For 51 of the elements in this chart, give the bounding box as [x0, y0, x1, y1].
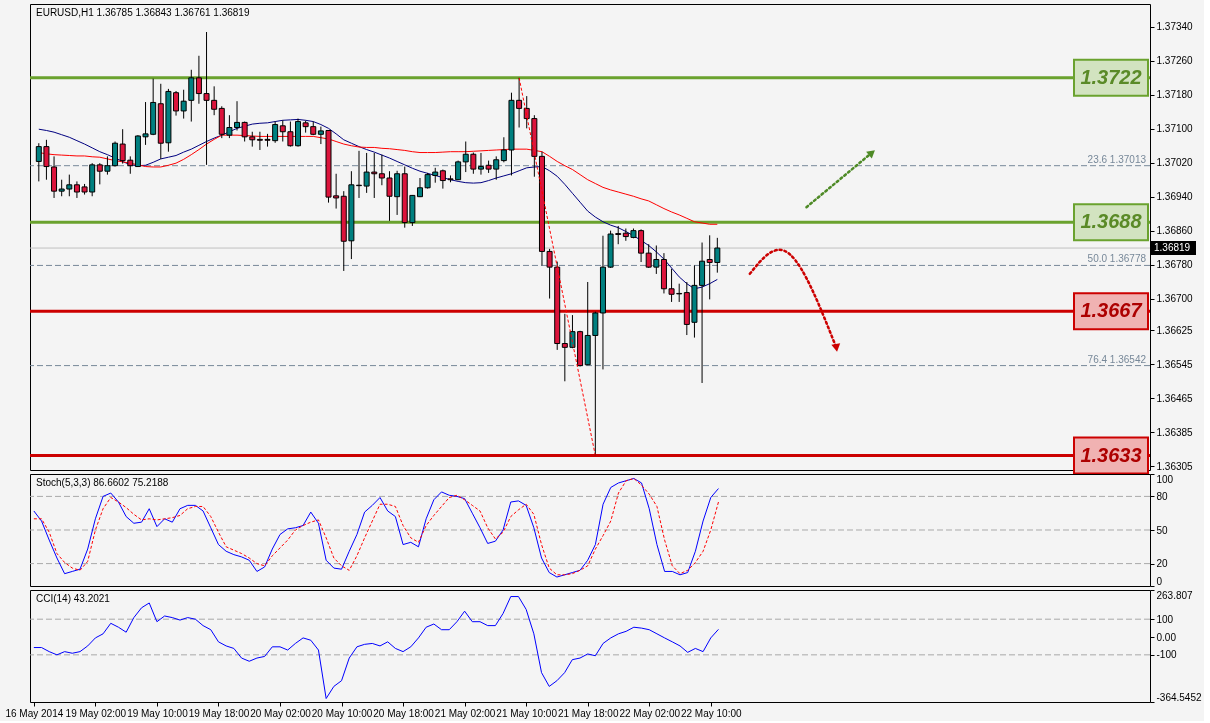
y-tick-label: 1.36780 — [1156, 259, 1194, 271]
y-tick-label: 1.37020 — [1156, 157, 1194, 169]
ref-line-label: 50.0 1.36778 — [1087, 253, 1147, 265]
ref-line-label: 1.3722 — [1080, 65, 1142, 88]
x-tick-label: 19 May 02:00 — [65, 707, 127, 719]
y-tick-label: 1.36700 — [1156, 293, 1194, 305]
y-tick-label: 50 — [1156, 524, 1169, 536]
y-tick-label: 0.00 — [1156, 631, 1177, 643]
y-tick-label: -100 — [1156, 649, 1177, 661]
y-tick-label: 100 — [1156, 473, 1174, 485]
line-series — [38, 118, 718, 290]
y-tick-label: 1.36465 — [1156, 392, 1194, 404]
y-tick-label: 1.37260 — [1156, 55, 1194, 67]
y-tick-label: 1.36940 — [1156, 191, 1194, 203]
x-tick-label: 19 May 18:00 — [188, 707, 250, 719]
y-tick-label: 1.36625 — [1156, 324, 1194, 336]
x-tick-label: 20 May 18:00 — [373, 707, 435, 719]
ref-line-label: 1.3688 — [1080, 210, 1143, 233]
ref-line-label: 1.3633 — [1080, 443, 1142, 466]
chart-title: Stoch(5,3,3) 86.6602 75.2188 — [36, 477, 169, 488]
x-tick-label: 21 May 18:00 — [557, 707, 619, 719]
x-tick-label: 20 May 10:00 — [311, 707, 373, 719]
y-tick-label: 1.36860 — [1156, 225, 1194, 237]
y-tick-label: 20 — [1156, 558, 1169, 570]
text: 1.36819 — [1154, 242, 1191, 254]
candlestick — [180, 89, 187, 120]
x-tick-label: 22 May 02:00 — [619, 707, 681, 719]
x-tick-label: 21 May 02:00 — [434, 707, 496, 719]
y-tick-label: 1.37180 — [1156, 89, 1194, 101]
y-tick-label: 263.807 — [1156, 589, 1194, 601]
ref-line-label: 76.4 1.36542 — [1087, 353, 1147, 365]
ref-line-label: 1.3667 — [1080, 299, 1143, 322]
x-tick-label: 21 May 10:00 — [496, 707, 558, 719]
y-tick-label: 80 — [1156, 490, 1169, 502]
y-tick-label: 0 — [1156, 575, 1163, 587]
y-tick-label: 1.37340 — [1156, 21, 1194, 33]
x-tick-label: 22 May 10:00 — [680, 707, 742, 719]
x-tick-label: 16 May 2014 — [5, 707, 64, 719]
x-tick-label: 19 May 10:00 — [127, 707, 189, 719]
y-tick-label: 1.36305 — [1156, 460, 1194, 472]
y-tick-label: 100 — [1156, 613, 1174, 625]
y-tick-label: 1.36385 — [1156, 426, 1194, 438]
y-tick-label: 1.36545 — [1156, 358, 1194, 370]
x-tick-label: 20 May 02:00 — [250, 707, 312, 719]
y-tick-label: 1.37100 — [1156, 123, 1194, 135]
chart-title: EURUSD,H1 1.36785 1.36843 1.36761 1.36819 — [36, 7, 250, 18]
line-series — [518, 77, 596, 457]
ref-line-label: 23.6 1.37013 — [1087, 153, 1147, 165]
chart-title: CCI(14) 43.2021 — [36, 593, 111, 604]
candlestick — [188, 69, 195, 123]
y-tick-label: -364.5452 — [1156, 691, 1202, 703]
